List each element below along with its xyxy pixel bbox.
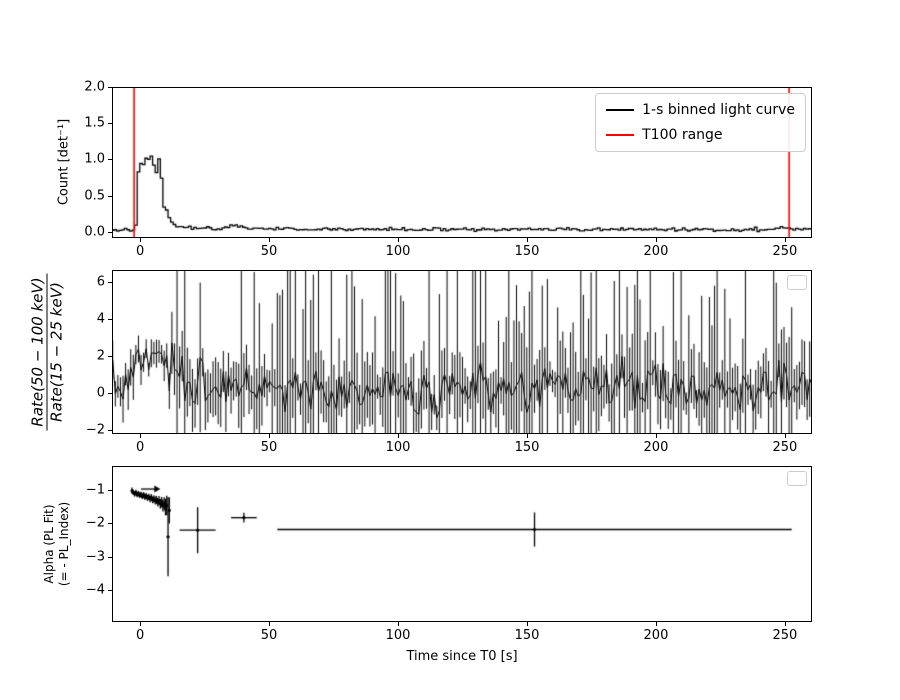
y-axis-label-alpha: Alpha (PL Fit) (= - PL_Index): [42, 502, 72, 586]
x-tick-label: 150: [514, 244, 540, 259]
y-tick-label: 2: [96, 348, 105, 364]
y-tick-label: −3: [85, 549, 105, 565]
y-axis-label-ratio: Rate(50 − 100 keV) Rate(15 − 25 keV): [28, 273, 66, 431]
red-line-sample: [606, 134, 635, 136]
x-tick-mark: [140, 622, 142, 626]
legend-item-light-curve: 1-s binned light curve: [606, 102, 795, 118]
x-tick-mark: [269, 434, 271, 438]
y-tick-mark: [108, 195, 112, 197]
x-tick-mark: [526, 434, 528, 438]
x-tick-mark: [655, 238, 657, 242]
y-tick-label: −1: [85, 482, 105, 498]
x-tick-label: 100: [385, 628, 411, 643]
y-tick-label: 1.5: [84, 115, 105, 131]
x-tick-label: 50: [260, 440, 278, 455]
y-tick-mark: [108, 159, 112, 161]
alpha-canvas: [113, 467, 811, 621]
ratio-numerator: Rate(50 − 100 keV): [28, 277, 47, 427]
x-tick-label: 0: [135, 244, 145, 259]
y-tick-mark: [108, 590, 112, 591]
y-tick-label: −2: [85, 515, 105, 531]
black-line-sample: [606, 109, 635, 111]
x-tick-mark: [655, 434, 657, 438]
empty-legend-box: [787, 471, 807, 486]
x-tick-label: 0: [135, 440, 145, 455]
x-axis-label: Time since T0 [s]: [406, 649, 518, 664]
y-tick-mark: [108, 231, 112, 233]
x-tick-label: 200: [643, 440, 669, 455]
ratio-denominator: Rate(15 − 25 keV): [46, 273, 66, 431]
x-tick-mark: [784, 434, 786, 438]
y-tick-mark: [108, 123, 112, 125]
y-tick-mark: [108, 523, 112, 525]
hardness-ratio-panel: [112, 270, 812, 434]
legend-label: T100 range: [642, 127, 723, 143]
y-tick-label: −4: [85, 582, 105, 598]
x-tick-mark: [140, 238, 142, 242]
y-tick-label: 4: [96, 311, 105, 327]
x-tick-label: 50: [260, 628, 278, 643]
x-tick-label: 200: [643, 244, 669, 259]
x-tick-mark: [398, 238, 400, 242]
x-tick-mark: [526, 622, 528, 626]
x-tick-label: 0: [135, 628, 145, 643]
alpha-label-line2: (= - PL_Index): [57, 501, 71, 587]
y-tick-mark: [108, 318, 112, 320]
empty-legend-box: [787, 275, 807, 290]
x-tick-mark: [269, 622, 271, 626]
y-tick-mark: [108, 355, 112, 357]
x-tick-label: 100: [385, 440, 411, 455]
y-tick-label: 0.0: [84, 224, 105, 240]
y-tick-label: 0: [96, 385, 105, 401]
x-tick-label: 150: [514, 628, 540, 643]
y-tick-label: −2: [85, 422, 105, 438]
legend-item-t100: T100 range: [606, 127, 795, 143]
x-tick-label: 250: [772, 628, 798, 643]
hardness-ratio-canvas: [113, 271, 811, 433]
x-tick-mark: [140, 434, 142, 438]
x-tick-mark: [398, 622, 400, 626]
y-tick-mark: [108, 392, 112, 394]
x-tick-mark: [269, 238, 271, 242]
x-tick-mark: [526, 238, 528, 242]
alpha-label-line1: Alpha (PL Fit): [42, 504, 56, 584]
x-tick-label: 150: [514, 440, 540, 455]
x-tick-mark: [784, 622, 786, 626]
light-curve-panel: 1-s binned light curve T100 range: [112, 87, 812, 238]
x-tick-mark: [398, 434, 400, 438]
y-tick-mark: [108, 429, 112, 431]
y-tick-mark: [108, 282, 112, 284]
y-tick-label: 2.0: [84, 79, 105, 95]
y-tick-label: 0.5: [84, 188, 105, 204]
x-tick-label: 250: [772, 440, 798, 455]
x-tick-mark: [784, 238, 786, 242]
x-tick-label: 100: [385, 244, 411, 259]
y-tick-mark: [108, 490, 112, 491]
alpha-panel: [112, 466, 812, 622]
legend: 1-s binned light curve T100 range: [595, 93, 806, 152]
x-tick-label: 250: [772, 244, 798, 259]
y-tick-label: 6: [96, 274, 105, 290]
y-axis-label-count: Count [det⁻¹]: [56, 118, 72, 206]
x-tick-mark: [655, 622, 657, 626]
x-tick-label: 50: [260, 244, 278, 259]
y-tick-label: 1.0: [84, 151, 105, 167]
x-tick-label: 200: [643, 628, 669, 643]
y-tick-mark: [108, 556, 112, 558]
y-tick-mark: [108, 87, 112, 88]
legend-label: 1-s binned light curve: [642, 102, 795, 118]
